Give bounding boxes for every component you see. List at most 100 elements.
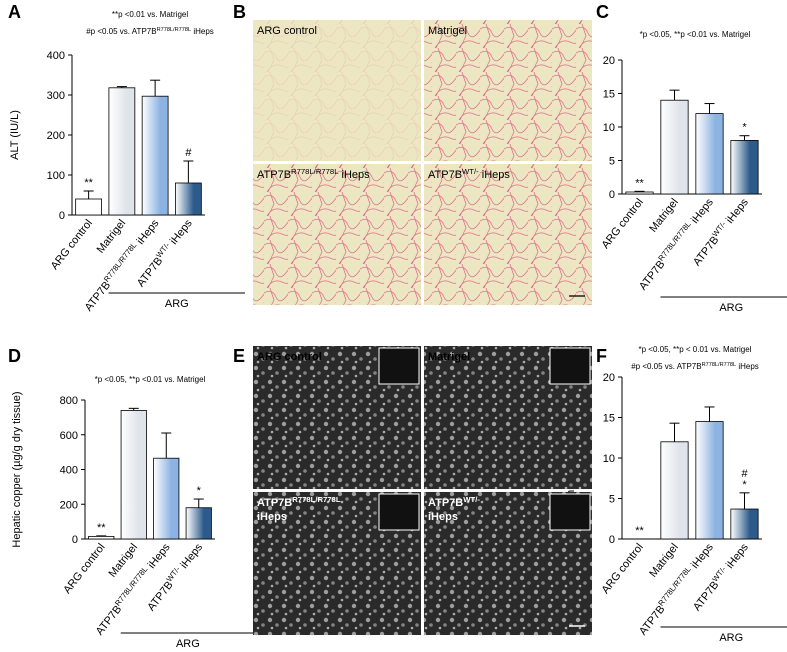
text-segment: *p <0.05, **p <0.01 vs. Matrigel bbox=[640, 30, 751, 39]
text-segment: ATP7B bbox=[691, 579, 721, 613]
micrograph-texture bbox=[424, 164, 592, 305]
bar bbox=[153, 457, 180, 540]
y-tick-label: 200 bbox=[47, 130, 65, 142]
y-tick-label: 0 bbox=[72, 534, 78, 546]
annotation: #p <0.05 vs. ATP7BR778L/R778L iHeps bbox=[86, 27, 214, 36]
image-label: ATP7BR778L/R778L iHeps bbox=[257, 495, 341, 524]
image-label: ATP7BWT/- iHeps bbox=[428, 167, 510, 182]
group-label: ARG bbox=[719, 302, 743, 314]
x-tick-label: Matrigel bbox=[647, 541, 681, 579]
y-tick-label: 20 bbox=[603, 55, 615, 67]
text-segment: iHeps bbox=[338, 169, 370, 181]
bar bbox=[120, 410, 147, 540]
y-tick-label: 100 bbox=[47, 170, 65, 182]
text-segment: iHeps bbox=[479, 169, 511, 181]
y-tick-label: 5 bbox=[609, 156, 615, 168]
text-segment: #p <0.05 vs. ATP7B bbox=[86, 27, 156, 36]
y-axis-label: ALT (IU/L) bbox=[9, 110, 21, 160]
bar bbox=[88, 535, 115, 540]
inset bbox=[378, 493, 420, 531]
annotation: *p <0.05, **p < 0.01 vs. Matrigel bbox=[639, 345, 752, 354]
text-segment: ARG control bbox=[61, 541, 107, 596]
x-tick-label: ARG control bbox=[600, 541, 646, 596]
x-tick-label: ARG control bbox=[61, 541, 107, 596]
group-label: ARG bbox=[719, 632, 743, 644]
text-segment: iHeps bbox=[687, 541, 716, 573]
panel-label: C bbox=[596, 2, 609, 22]
text-segment: R778L/R778L bbox=[292, 495, 341, 504]
x-tick-label: ARG control bbox=[600, 196, 646, 251]
bar bbox=[175, 182, 202, 216]
text-segment: iHeps bbox=[687, 196, 716, 228]
bar bbox=[75, 198, 102, 216]
bar bbox=[185, 507, 212, 540]
significance-mark: ** bbox=[84, 177, 93, 189]
bar bbox=[660, 99, 689, 195]
text-segment: ATP7B bbox=[428, 169, 462, 181]
text-segment: ARG control bbox=[600, 541, 646, 596]
inset bbox=[549, 493, 591, 531]
text-segment: iHeps bbox=[722, 541, 751, 573]
y-tick-label: 200 bbox=[60, 499, 78, 511]
group-label: ARG bbox=[176, 638, 200, 650]
bar bbox=[141, 95, 169, 216]
image-label: Matrigel bbox=[428, 25, 467, 37]
text-segment: ARG control bbox=[49, 217, 95, 272]
text-segment: R778L/R778L bbox=[702, 362, 737, 368]
panel-label: E bbox=[233, 346, 245, 366]
text-segment: R778L/R778L bbox=[157, 27, 192, 33]
text-segment: WT/- bbox=[462, 167, 479, 176]
y-tick-label: 15 bbox=[603, 413, 615, 425]
image-label: ARG control bbox=[257, 351, 322, 363]
text-segment: iHeps bbox=[736, 362, 759, 371]
text-segment: *p <0.05, **p <0.01 vs. Matrigel bbox=[95, 375, 206, 384]
y-tick-label: 600 bbox=[60, 430, 78, 442]
image-label: Matrigel bbox=[428, 351, 470, 363]
text-segment: iHeps bbox=[257, 511, 287, 523]
text-segment: R778L/R778L bbox=[291, 167, 339, 176]
significance-mark: ** bbox=[97, 522, 106, 534]
y-tick-label: 20 bbox=[603, 372, 615, 384]
y-axis-label: Hepatic copper (µg/g dry tissue) bbox=[11, 391, 23, 547]
annotation: **p <0.01 vs. Matrigel bbox=[112, 10, 188, 19]
bar bbox=[625, 191, 654, 195]
bar bbox=[695, 421, 724, 540]
image-label: ATP7BWT/- iHeps bbox=[428, 495, 480, 524]
image-label: ATP7BR778L/R778L iHeps bbox=[257, 167, 370, 182]
x-tick-label: ATP7BWT/- iHeps bbox=[143, 540, 205, 614]
text-segment: Matrigel bbox=[647, 541, 681, 579]
text-segment: Matrigel bbox=[428, 25, 467, 37]
y-tick-label: 400 bbox=[47, 50, 65, 62]
text-segment: iHeps bbox=[428, 511, 458, 523]
significance-mark: * bbox=[197, 485, 202, 497]
text-segment: ATP7B bbox=[428, 497, 463, 509]
y-tick-label: 300 bbox=[47, 90, 65, 102]
text-segment: ATP7B bbox=[691, 234, 721, 268]
y-tick-label: 15 bbox=[603, 89, 615, 101]
text-segment: iHeps bbox=[176, 541, 205, 573]
significance-mark: * bbox=[742, 479, 747, 491]
micrograph-texture bbox=[424, 20, 592, 161]
text-segment: #p <0.05 vs. ATP7B bbox=[631, 362, 701, 371]
x-tick-label: Matrigel bbox=[647, 196, 681, 234]
text-segment: iHeps bbox=[191, 27, 214, 36]
text-segment: ARG control bbox=[257, 351, 322, 363]
text-segment: ARG control bbox=[600, 196, 646, 251]
significance-mark: * bbox=[742, 122, 747, 134]
bar bbox=[660, 441, 689, 540]
significance-mark: # bbox=[185, 147, 192, 159]
y-tick-label: 10 bbox=[603, 453, 615, 465]
text-segment: iHeps bbox=[133, 217, 162, 249]
group-label: ARG bbox=[165, 298, 189, 310]
text-segment: Matrigel bbox=[428, 351, 470, 363]
text-segment: ARG control bbox=[257, 25, 317, 37]
micrograph-texture bbox=[253, 20, 421, 161]
annotation: *p <0.05, **p <0.01 vs. Matrigel bbox=[95, 375, 206, 384]
text-segment: iHeps bbox=[722, 196, 751, 228]
y-tick-label: 400 bbox=[60, 465, 78, 477]
significance-mark: # bbox=[741, 468, 748, 480]
inset bbox=[549, 347, 591, 385]
text-segment: ATP7B bbox=[257, 497, 292, 509]
text-segment: ATP7B bbox=[637, 258, 667, 292]
